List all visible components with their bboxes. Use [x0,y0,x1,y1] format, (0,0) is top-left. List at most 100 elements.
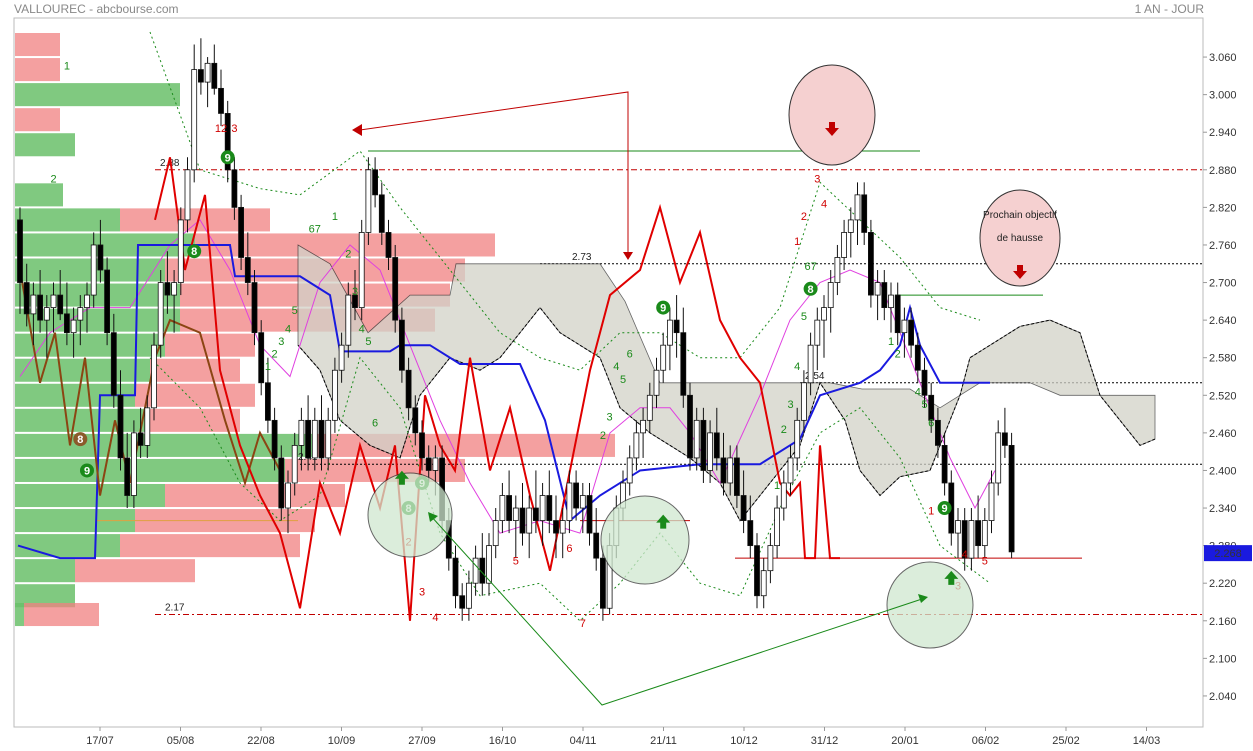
demark-count-red: 12 [215,123,227,135]
volume-bar-red [150,408,240,432]
candle-body [264,382,271,421]
demark-count-green: 4 [613,361,619,373]
cloud-edge [297,306,1156,522]
site-title: VALLOUREC - abcbourse.com [14,2,179,16]
candle-body [278,457,285,509]
candle-body [981,520,988,547]
candle-body [224,113,231,171]
demark-circle [220,150,235,165]
buy-zone-circle [886,561,974,649]
demark-count-green: 4 [285,324,291,336]
volume-bar-green [15,509,135,533]
candle-body [593,532,600,559]
volume-bar-red [150,358,240,382]
demark-count-green: 1 [64,61,70,73]
candle-body [405,369,412,409]
demark-count-red: 4 [962,549,968,561]
candle-body [157,282,164,346]
volume-bar-green [15,383,135,407]
candle-body [171,282,178,296]
volume-bar-red [75,559,195,583]
candle-body [821,307,827,321]
candle-body [553,520,559,534]
y-tick-label: 2.760 [1209,240,1237,252]
candle-body [935,419,941,446]
candle-body [539,495,546,521]
projection-arrowhead [352,124,362,136]
candle-body [151,344,157,409]
volume-bar-green [15,559,75,583]
candle-body [573,482,579,509]
volume-bar-green [15,333,165,357]
candle-body [546,495,553,521]
candle-body [707,432,713,471]
candle-body [921,369,928,396]
annotation-text: Prochain objectif [983,210,1057,221]
candle-body [975,520,981,547]
projection-arrowhead [428,512,438,522]
candle-body [238,206,245,258]
demark-count-red: 6 [566,543,572,555]
y-tick-label: 2.040 [1209,691,1237,703]
candle-body [653,369,660,396]
candle-body [526,507,533,534]
candle-body [258,332,265,384]
x-tick-label: 31/12 [811,735,839,747]
candle-body [881,282,888,308]
candle-body [586,495,593,534]
candle-body [901,319,908,334]
y-tick-label: 2.820 [1209,202,1237,214]
candle-body [124,457,131,496]
volume-bar-red [15,58,60,82]
demark-circle-label: 9 [660,303,666,315]
demark-count-green: 5 [921,399,927,411]
candle-body [30,294,37,315]
candle-body [740,495,747,521]
target-arrow [1013,265,1027,279]
candle-body [325,419,332,459]
candle-body [50,294,57,308]
candle-body [23,282,30,315]
level-label: 2.17 [165,603,185,614]
candle-body [693,419,700,459]
candle-body [338,344,345,371]
demark-circle [187,244,202,259]
candle-body [807,344,814,384]
buy-arrow [656,514,671,529]
x-tick-label: 17/07 [86,735,114,747]
candle-body [197,69,204,83]
candle-body [734,457,740,496]
candle-body [191,69,198,171]
candle-body [452,557,459,597]
candle-body [77,307,84,321]
projection-line-green [429,514,926,706]
candle-body [459,595,466,609]
candle-body [888,294,894,308]
demark-count-green: 67 [804,261,816,273]
candle-body [130,432,137,496]
candle-body [566,482,573,521]
candle-body [787,457,794,484]
candle-body [37,294,43,321]
demark-count-green: 5 [365,336,371,348]
candle-body [713,432,720,459]
y-tick-label: 3.000 [1209,90,1237,102]
volume-bar-red [24,602,99,627]
x-tick-label: 14/03 [1133,735,1161,747]
candle-body [365,169,372,233]
y-tick-label: 2.580 [1209,353,1237,365]
demark-count-green: 2 [895,349,901,361]
demark-circle [937,501,952,516]
candle-body [908,319,914,346]
candle-body [660,344,667,371]
timeframe-label[interactable]: 1 AN - JOUR [1134,2,1204,16]
candle-body [780,482,787,509]
candle-body [680,332,687,396]
last-price-tag [1204,545,1252,562]
candle-body [110,332,117,396]
candle-body [854,194,861,221]
demark-count-green: 67 [309,223,321,235]
candle-body [774,507,780,547]
demark-count-red: 1 [794,236,800,248]
